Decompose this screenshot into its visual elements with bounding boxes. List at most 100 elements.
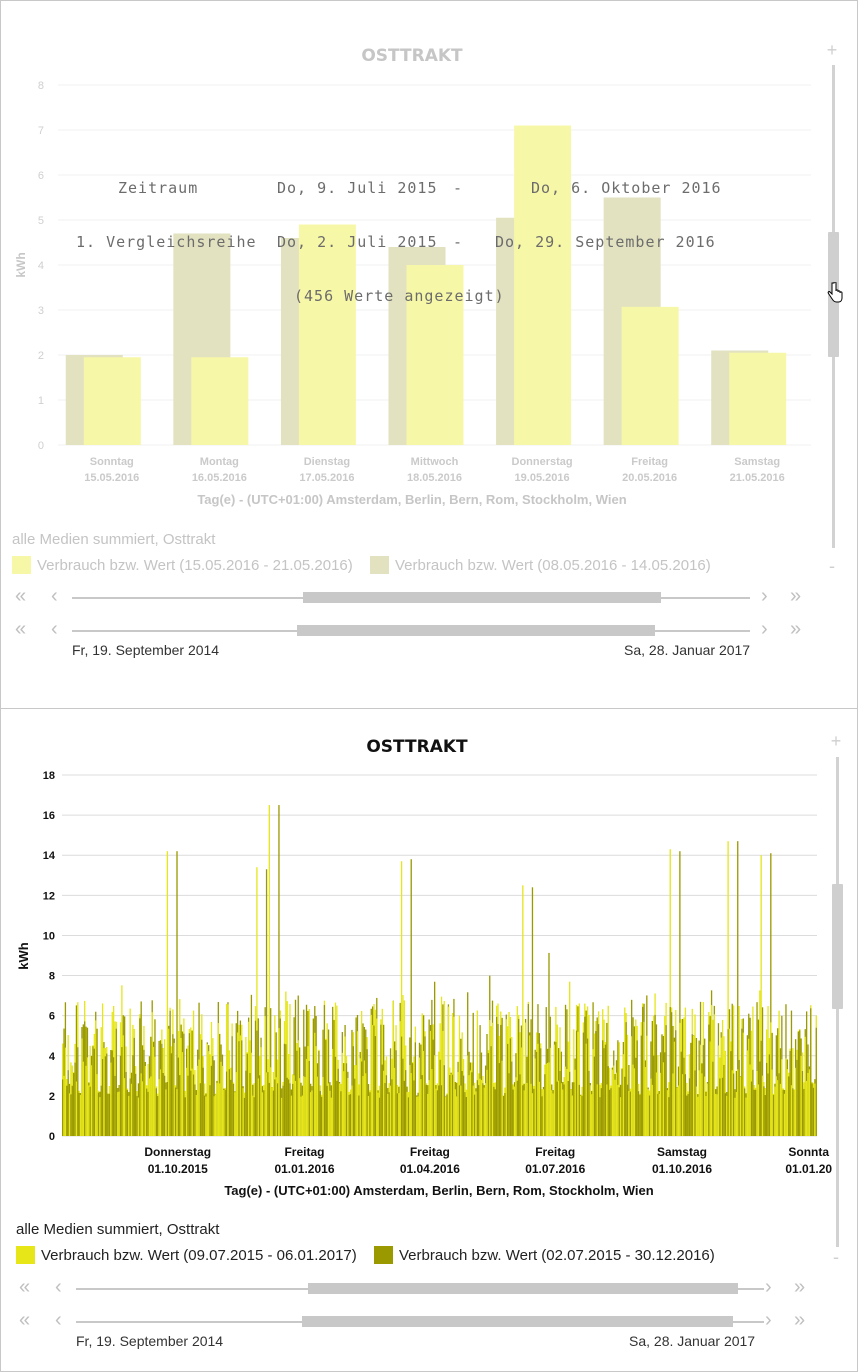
y-tick-label: 0 — [49, 1131, 55, 1143]
bar-short — [281, 1097, 283, 1136]
bar-short — [303, 1076, 305, 1136]
last-page-icon[interactable]: » — [794, 1309, 806, 1331]
next-icon[interactable]: › — [761, 618, 768, 640]
zoom-in-button[interactable]: + — [826, 40, 838, 60]
bar-short — [509, 1038, 512, 1136]
bar-short — [75, 1081, 78, 1136]
bar-short — [318, 1051, 320, 1136]
zoom-out-button[interactable]: - — [833, 1247, 839, 1267]
vertical-scroll-thumb[interactable] — [832, 884, 843, 1009]
bar-short — [333, 1020, 335, 1136]
bar-short — [128, 1095, 130, 1136]
bar-short — [402, 1058, 404, 1136]
bar-short — [95, 1020, 97, 1136]
bar-short — [794, 1067, 797, 1136]
bar-short — [286, 1077, 288, 1136]
bar-short — [567, 1080, 569, 1136]
first-page-icon[interactable]: « — [19, 1309, 31, 1331]
next-icon[interactable]: › — [761, 585, 768, 607]
bar-short — [586, 1038, 589, 1136]
legend-item-current[interactable]: Verbrauch bzw. Wert (15.05.2016 - 21.05.… — [12, 556, 353, 574]
x-tick-day: Dienstag — [304, 456, 350, 468]
x-tick-date: 19.05.2016 — [515, 472, 570, 484]
bar-short — [516, 1080, 518, 1136]
bar-short — [799, 1030, 801, 1136]
bar-short — [801, 1071, 804, 1136]
bar-short — [264, 1016, 266, 1136]
zoom-out-button[interactable]: - — [829, 556, 835, 576]
bar-short — [199, 1083, 202, 1136]
bar-short — [238, 1041, 240, 1136]
bar-short — [427, 1093, 429, 1136]
bar-short — [250, 1052, 253, 1136]
bar-short — [446, 1094, 448, 1136]
bar-short — [679, 1022, 681, 1136]
bar-short — [763, 1086, 765, 1136]
bar-short — [376, 1018, 378, 1136]
bar-current — [729, 352, 787, 445]
bar-short — [672, 1073, 674, 1136]
bar-short — [64, 1047, 67, 1136]
navigator-thumb[interactable] — [303, 592, 661, 603]
bar-short — [644, 1067, 647, 1136]
first-page-icon[interactable]: « — [19, 1276, 31, 1298]
bar-short — [625, 1022, 627, 1136]
legend-item-current[interactable]: Verbrauch bzw. Wert (09.07.2015 - 06.01.… — [16, 1246, 357, 1264]
last-page-icon[interactable]: » — [790, 585, 802, 607]
bar-short — [129, 1078, 131, 1136]
bar-short — [249, 1073, 251, 1136]
y-tick-label: 18 — [43, 770, 55, 782]
bar-short — [683, 1057, 685, 1136]
y-tick-label: 8 — [38, 80, 44, 92]
bar-short — [591, 1094, 593, 1136]
bar-short — [79, 1094, 82, 1136]
next-icon[interactable]: › — [765, 1276, 772, 1298]
y-tick-label: 5 — [38, 215, 44, 227]
comparison-label: 1. Vergleichsreihe — [76, 233, 257, 251]
previous-icon[interactable]: ‹ — [51, 585, 58, 607]
navigator-thumb[interactable] — [297, 625, 655, 636]
y-tick-label: 4 — [38, 260, 44, 272]
bar-short — [384, 1082, 386, 1136]
navigator-thumb[interactable] — [308, 1283, 738, 1294]
zoom-in-button[interactable]: + — [830, 731, 842, 751]
bar-tall — [757, 1019, 760, 1136]
first-page-icon[interactable]: « — [15, 618, 27, 640]
bar-short — [271, 1087, 273, 1136]
legend-label: Verbrauch bzw. Wert (08.05.2016 - 14.05.… — [395, 556, 711, 574]
bar-short — [465, 1096, 467, 1136]
x-tick-day: Montag — [200, 456, 239, 468]
next-icon[interactable]: › — [765, 1309, 772, 1331]
bar-short — [633, 1068, 636, 1136]
bar-short — [479, 1078, 481, 1136]
bar-short — [666, 1090, 669, 1136]
legend-item-previous[interactable]: Verbrauch bzw. Wert (02.07.2015 - 30.12.… — [374, 1246, 715, 1264]
bar-short — [461, 1070, 463, 1136]
last-page-icon[interactable]: » — [794, 1276, 806, 1298]
bar-short — [469, 1070, 472, 1136]
bar-short — [365, 1073, 367, 1136]
previous-icon[interactable]: ‹ — [55, 1309, 62, 1331]
bar-short — [104, 1056, 107, 1136]
bar-tall — [516, 1006, 518, 1136]
bar-short — [449, 1074, 451, 1136]
bar-short — [551, 1090, 553, 1136]
first-page-icon[interactable]: « — [15, 585, 27, 607]
bar-short — [527, 1004, 529, 1136]
previous-icon[interactable]: ‹ — [55, 1276, 62, 1298]
bar-short — [316, 1076, 319, 1136]
bar-short — [748, 1038, 750, 1136]
bar-short — [158, 1079, 160, 1136]
bar-short — [159, 1069, 162, 1136]
bar-short — [694, 1070, 696, 1136]
x-tick-date: 01.07.2016 — [525, 1162, 585, 1176]
previous-icon[interactable]: ‹ — [51, 618, 58, 640]
bar-short — [658, 1093, 660, 1136]
navigator-thumb[interactable] — [302, 1316, 733, 1327]
bar-short — [154, 1056, 156, 1136]
last-page-icon[interactable]: » — [790, 618, 802, 640]
bar-short — [602, 1040, 604, 1136]
x-tick-date: 15.05.2016 — [84, 472, 139, 484]
bar-short — [618, 1087, 620, 1136]
legend-item-previous[interactable]: Verbrauch bzw. Wert (08.05.2016 - 14.05.… — [370, 556, 711, 574]
